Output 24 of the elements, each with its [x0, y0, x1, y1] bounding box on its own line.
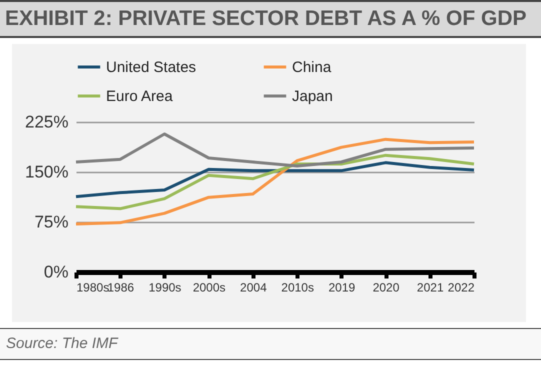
- source-note: Source: The IMF: [0, 328, 541, 360]
- x-tick-label: 1986: [107, 280, 134, 294]
- legend-label: China: [292, 59, 332, 76]
- y-tick-label: 0%: [44, 262, 68, 282]
- legend-label: Japan: [292, 88, 333, 105]
- y-tick-label: 225%: [25, 112, 68, 132]
- legend-label: United States: [106, 59, 196, 76]
- legend-label: Euro Area: [106, 88, 174, 105]
- line-series: [74, 161, 476, 198]
- line-series: [74, 154, 476, 210]
- x-tick-label: 2004: [240, 280, 268, 294]
- x-tick-label: 2021: [416, 280, 444, 294]
- x-tick-label: 1990s: [148, 280, 182, 294]
- x-tick-label: 2020: [372, 280, 400, 294]
- x-tick-label: 2010s: [281, 280, 314, 294]
- line-series: [74, 138, 476, 226]
- y-tick-label: 150%: [25, 162, 68, 182]
- x-tick-label: 2000s: [192, 280, 226, 294]
- line-series: [74, 132, 476, 168]
- x-tick-label: 1980s: [76, 280, 110, 294]
- chart-title: EXHIBIT 2: PRIVATE SECTOR DEBT AS A % OF GDP: [0, 0, 541, 38]
- y-tick-label: 75%: [34, 212, 68, 232]
- x-tick-label: 2022: [448, 280, 475, 294]
- x-tick-label: 2019: [328, 280, 356, 294]
